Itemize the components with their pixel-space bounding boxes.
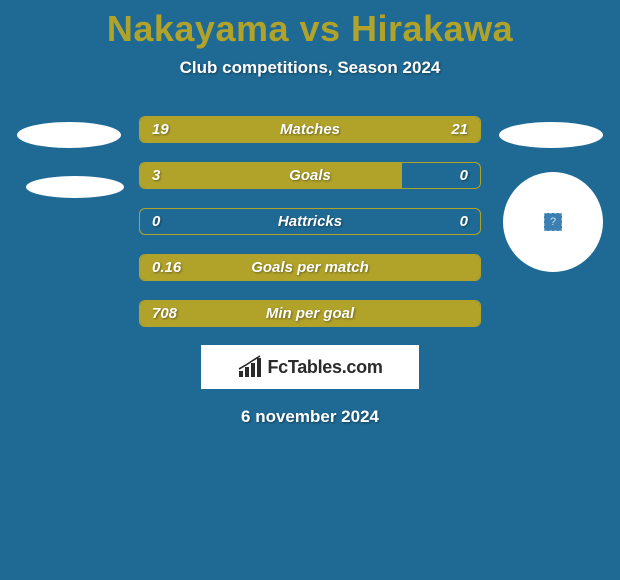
stat-label: Hattricks [278,213,342,230]
stat-left-value: 0.16 [152,259,181,276]
stat-bar: 3 Goals 0 [139,162,481,189]
ellipse-icon [499,122,603,148]
stat-bar: 0.16 Goals per match [139,254,481,281]
ellipse-icon [17,122,121,148]
infographic-container: Nakayama vs Hirakawa Club competitions, … [0,0,620,427]
content-row: 19 Matches 21 3 Goals 0 0 Hattricks 0 0.16 Goals p… [0,116,620,327]
stat-bar: 708 Min per goal [139,300,481,327]
stats-bars: 19 Matches 21 3 Goals 0 0 Hattricks 0 0.16 Goals p… [139,116,481,327]
stat-right-value: 21 [451,121,468,138]
stat-left-value: 3 [152,167,160,184]
player-right-badges: ? [499,122,603,272]
logo-text: FcTables.com [267,357,382,378]
stat-label: Matches [280,121,340,138]
stat-left-value: 708 [152,305,177,322]
logo-box: FcTables.com [201,345,419,389]
stat-label: Goals per match [251,259,369,276]
date-text: 6 november 2024 [0,407,620,427]
subtitle: Club competitions, Season 2024 [0,58,620,78]
bar-fill-left [140,163,402,188]
stat-right-value: 0 [460,167,468,184]
ellipse-icon [26,176,124,198]
stat-label: Min per goal [266,305,354,322]
stat-label: Goals [289,167,331,184]
stat-left-value: 19 [152,121,169,138]
stat-bar: 0 Hattricks 0 [139,208,481,235]
logo-chart-icon [237,355,263,379]
stat-right-value: 0 [460,213,468,230]
player-circle-icon: ? [503,172,603,272]
player-left-badges [17,122,121,198]
page-title: Nakayama vs Hirakawa [0,8,620,50]
placeholder-icon: ? [544,213,562,231]
stat-left-value: 0 [152,213,160,230]
stat-bar: 19 Matches 21 [139,116,481,143]
